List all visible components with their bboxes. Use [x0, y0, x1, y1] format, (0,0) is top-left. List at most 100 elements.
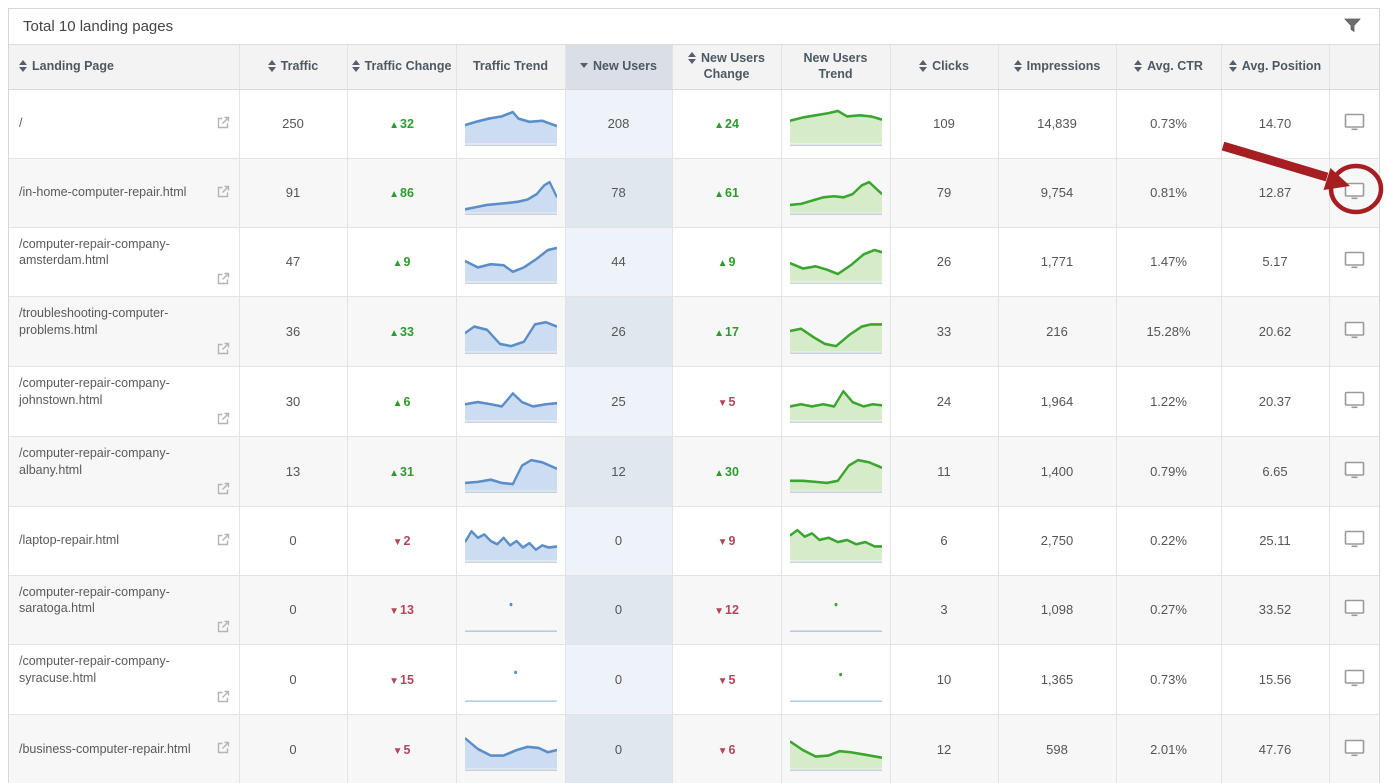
- traffic-change-value: ▼5: [392, 742, 411, 757]
- cell-new-users: 25: [565, 366, 673, 437]
- cell-new-users-trend: [781, 506, 891, 576]
- open-landing-page-button[interactable]: [216, 342, 231, 358]
- traffic-trend-sparkline: [457, 516, 565, 566]
- cell-impressions: 1,771: [998, 227, 1117, 298]
- open-landing-page-button[interactable]: [216, 482, 231, 498]
- column-header-page[interactable]: Landing Page: [9, 45, 240, 90]
- cell-landing-page: /computer-repair-company-amsterdam.html: [9, 227, 240, 298]
- cell-traffic: 0: [239, 714, 348, 783]
- new-users-change-value: ▼12: [714, 603, 739, 618]
- cell-landing-page: /business-computer-repair.html: [9, 714, 240, 783]
- traffic-change-value: ▼15: [389, 673, 414, 688]
- cell-avg-position: 20.62: [1221, 296, 1330, 367]
- landing-page-url: /troubleshooting-computer-problems.html: [19, 306, 169, 338]
- table-header-row: Landing Page Traffic Traffic Change Traffic…: [9, 45, 1379, 90]
- column-header-traffic[interactable]: Traffic: [239, 45, 348, 90]
- filter-button[interactable]: [1340, 16, 1365, 38]
- cell-clicks: 109: [890, 89, 999, 159]
- cell-new-users: 78: [565, 158, 673, 228]
- cell-traffic: 91: [239, 158, 348, 228]
- table-row: /computer-repair-company-saratoga.html 0 ▼…: [9, 575, 1379, 646]
- cell-avg-ctr: 0.73%: [1116, 89, 1222, 159]
- down-triangle-icon: ▼: [389, 676, 399, 688]
- open-landing-page-button[interactable]: [216, 185, 231, 201]
- cell-new-users-trend: [781, 644, 891, 715]
- cell-impressions: 216: [998, 296, 1117, 367]
- monitor-icon: [1344, 252, 1365, 272]
- down-triangle-icon: ▼: [717, 397, 728, 409]
- cell-actions: [1329, 296, 1379, 367]
- column-header-clicks[interactable]: Clicks: [890, 45, 999, 90]
- monitor-page-button[interactable]: [1341, 179, 1368, 206]
- cell-impressions: 2,750: [998, 506, 1117, 576]
- column-header-avg_position[interactable]: Avg. Position: [1221, 45, 1330, 90]
- new-users-change-value: ▼5: [717, 673, 736, 688]
- open-landing-page-button[interactable]: [216, 741, 231, 757]
- cell-landing-page: /computer-repair-company-johnstown.html: [9, 366, 240, 437]
- cell-traffic-trend: [456, 436, 566, 507]
- column-header-avg_ctr[interactable]: Avg. CTR: [1116, 45, 1222, 90]
- cell-impressions: 598: [998, 714, 1117, 783]
- column-header-label: Avg. CTR: [1147, 58, 1203, 73]
- column-header-new_users_change[interactable]: New Users Change: [672, 45, 782, 90]
- monitor-page-button[interactable]: [1341, 110, 1368, 137]
- cell-traffic: 0: [239, 644, 348, 715]
- up-triangle-icon: ▲: [714, 467, 724, 479]
- cell-traffic-change: ▲31: [347, 436, 457, 507]
- cell-avg-ctr: 0.27%: [1116, 575, 1222, 646]
- landing-pages-panel: Total 10 landing pages Landing Page Traff…: [8, 8, 1380, 783]
- cell-traffic: 0: [239, 506, 348, 576]
- open-landing-page-button[interactable]: [216, 272, 231, 288]
- monitor-page-button[interactable]: [1341, 318, 1368, 345]
- cell-actions: [1329, 575, 1379, 646]
- up-triangle-icon: ▲: [389, 328, 399, 340]
- traffic-trend-sparkline: [457, 446, 565, 496]
- cell-traffic-change: ▼5: [347, 714, 457, 783]
- open-landing-page-button[interactable]: [216, 533, 231, 549]
- new-users-trend-sparkline: [782, 446, 890, 496]
- column-header-label: Traffic: [280, 58, 319, 73]
- cell-new-users: 44: [565, 227, 673, 298]
- open-landing-page-button[interactable]: [216, 116, 231, 132]
- cell-avg-position: 5.17: [1221, 227, 1330, 298]
- cell-clicks: 24: [890, 366, 999, 437]
- monitor-page-button[interactable]: [1341, 596, 1368, 623]
- up-triangle-icon: ▲: [714, 189, 724, 200]
- cell-actions: [1329, 436, 1379, 507]
- monitor-page-button[interactable]: [1341, 458, 1368, 485]
- cell-traffic-change: ▼13: [347, 575, 457, 646]
- cell-landing-page: /troubleshooting-computer-problems.html: [9, 296, 240, 367]
- cell-new-users-change: ▲9: [672, 227, 782, 298]
- open-landing-page-button[interactable]: [216, 620, 231, 636]
- cell-new-users-change: ▲17: [672, 296, 782, 367]
- down-triangle-icon: ▼: [717, 745, 728, 757]
- panel-titlebar: Total 10 landing pages: [9, 9, 1379, 45]
- cell-avg-position: 14.70: [1221, 89, 1330, 159]
- cell-traffic-trend: [456, 227, 566, 298]
- open-landing-page-button[interactable]: [216, 690, 231, 706]
- monitor-page-button[interactable]: [1341, 527, 1368, 554]
- cell-avg-ctr: 1.47%: [1116, 227, 1222, 298]
- cell-avg-ctr: 15.28%: [1116, 296, 1222, 367]
- cell-avg-position: 15.56: [1221, 644, 1330, 715]
- column-header-label: Clicks: [932, 58, 969, 73]
- sort-updown-icon: [919, 59, 928, 72]
- monitor-page-button[interactable]: [1341, 736, 1368, 763]
- column-header-impressions[interactable]: Impressions: [998, 45, 1117, 90]
- cell-avg-position: 47.76: [1221, 714, 1330, 783]
- monitor-page-button[interactable]: [1341, 388, 1368, 415]
- open-landing-page-button[interactable]: [216, 412, 231, 428]
- table-row: /computer-repair-company-johnstown.html 3…: [9, 366, 1379, 437]
- monitor-page-button[interactable]: [1341, 666, 1368, 693]
- column-header-traffic_change[interactable]: Traffic Change: [347, 45, 457, 90]
- cell-clicks: 3: [890, 575, 999, 646]
- cell-clicks: 6: [890, 506, 999, 576]
- landing-page-url: /computer-repair-company-albany.html: [19, 445, 170, 477]
- cell-traffic: 30: [239, 366, 348, 437]
- down-triangle-icon: ▼: [714, 606, 724, 618]
- column-header-new_users[interactable]: New Users: [565, 45, 673, 90]
- cell-landing-page: /computer-repair-company-syracuse.html: [9, 644, 240, 715]
- down-triangle-icon: ▼: [392, 537, 403, 548]
- monitor-icon: [1344, 182, 1365, 203]
- monitor-page-button[interactable]: [1341, 248, 1368, 275]
